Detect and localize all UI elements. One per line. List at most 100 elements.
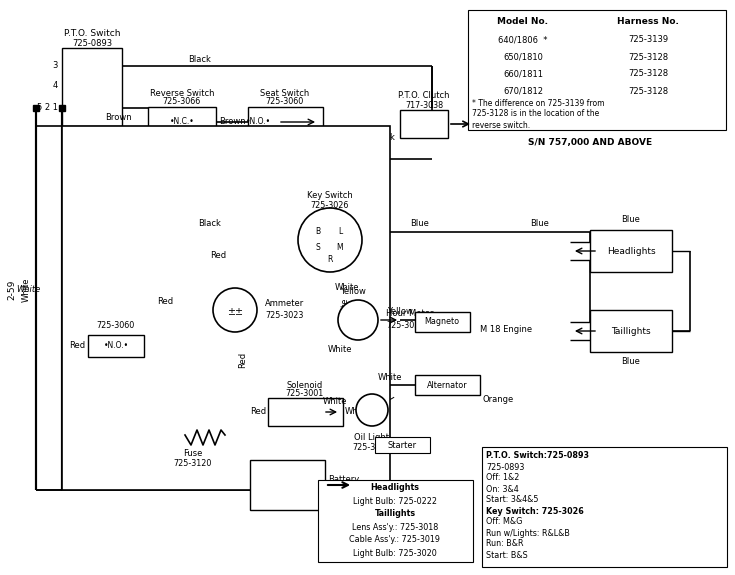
Text: 725-3134: 725-3134 xyxy=(353,443,391,453)
Text: Black: Black xyxy=(372,133,395,143)
Bar xyxy=(318,480,473,562)
Circle shape xyxy=(298,208,362,272)
Text: 640/1806  *: 640/1806 * xyxy=(498,36,548,44)
Text: P.T.O. Switch: P.T.O. Switch xyxy=(64,29,121,39)
Text: Magneto: Magneto xyxy=(424,317,459,327)
Text: Solenoid: Solenoid xyxy=(287,381,323,389)
Text: Red: Red xyxy=(238,352,248,368)
Text: 725-0894: 725-0894 xyxy=(295,182,333,190)
Text: 725-3061: 725-3061 xyxy=(328,486,366,496)
Text: White: White xyxy=(335,282,359,292)
Text: Run w/Lights: R&L&B: Run w/Lights: R&L&B xyxy=(486,528,570,538)
Text: White: White xyxy=(21,278,30,302)
Text: Blue: Blue xyxy=(411,220,429,228)
Text: Red: Red xyxy=(210,251,226,260)
Text: Start: 3&4&5: Start: 3&4&5 xyxy=(486,496,539,504)
Text: S: S xyxy=(315,243,320,252)
Text: White: White xyxy=(328,346,353,355)
Text: Red: Red xyxy=(157,297,173,306)
Text: 717-3038: 717-3038 xyxy=(405,102,443,110)
Text: 725-0893: 725-0893 xyxy=(486,462,524,471)
Circle shape xyxy=(338,300,378,340)
Bar xyxy=(62,48,122,126)
Circle shape xyxy=(356,394,388,426)
Text: Reverse Switch: Reverse Switch xyxy=(150,89,214,98)
Text: Run: B&R: Run: B&R xyxy=(486,539,523,549)
Text: Red: Red xyxy=(250,408,266,416)
Text: Red: Red xyxy=(69,342,85,351)
Bar xyxy=(468,10,726,130)
Text: White: White xyxy=(226,140,250,150)
Text: Black: Black xyxy=(189,55,212,63)
Text: 725-3023: 725-3023 xyxy=(265,310,304,320)
Bar xyxy=(415,312,470,332)
Text: White: White xyxy=(323,397,347,407)
Text: White: White xyxy=(340,298,350,322)
Circle shape xyxy=(213,288,257,332)
Text: Brown: Brown xyxy=(219,117,246,126)
Text: M: M xyxy=(337,243,343,252)
Bar xyxy=(482,447,727,567)
Text: 725-3066: 725-3066 xyxy=(163,98,201,106)
Text: 725-3128: 725-3128 xyxy=(628,70,668,79)
Text: Fuse: Fuse xyxy=(183,448,203,458)
Text: reverse switch.: reverse switch. xyxy=(472,121,530,129)
Text: M 18 Engine: M 18 Engine xyxy=(480,325,532,335)
Text: Taillights: Taillights xyxy=(374,509,415,519)
Text: 5 2 1: 5 2 1 xyxy=(37,104,58,113)
Text: 725-3060: 725-3060 xyxy=(266,98,304,106)
Text: Lens Ass'y.: 725-3018: Lens Ass'y.: 725-3018 xyxy=(352,523,438,531)
Text: Light Bulb: 725-0222: Light Bulb: 725-0222 xyxy=(353,496,437,505)
Text: 725-3128 is in the location of the: 725-3128 is in the location of the xyxy=(472,109,599,118)
Text: 3: 3 xyxy=(53,62,58,71)
Bar xyxy=(590,230,672,272)
Bar xyxy=(148,107,216,137)
Text: 725-3128: 725-3128 xyxy=(628,52,668,62)
Text: Alternator: Alternator xyxy=(427,381,467,389)
Text: 725-3058: 725-3058 xyxy=(386,320,424,329)
Text: S/N 757,000 AND ABOVE: S/N 757,000 AND ABOVE xyxy=(528,139,652,148)
Text: 725-3139: 725-3139 xyxy=(628,36,668,44)
Bar xyxy=(250,460,325,510)
Text: 650/1810: 650/1810 xyxy=(503,52,543,62)
Text: 670/1812: 670/1812 xyxy=(503,86,543,95)
Text: Battery: Battery xyxy=(328,476,359,485)
Text: Cable Ass'y.: 725-3019: Cable Ass'y.: 725-3019 xyxy=(350,535,440,545)
Text: Blue: Blue xyxy=(622,358,640,366)
Text: R: R xyxy=(327,255,333,264)
Text: Off: 1&2: Off: 1&2 xyxy=(486,473,520,482)
Text: Red: Red xyxy=(65,282,74,298)
Text: Yellow: Yellow xyxy=(387,308,413,316)
Text: Key Switch: 725-3026: Key Switch: 725-3026 xyxy=(486,507,584,516)
Text: L: L xyxy=(338,228,342,236)
Text: On: 3&4: On: 3&4 xyxy=(486,485,519,493)
Text: Light Bulb: 725-3020: Light Bulb: 725-3020 xyxy=(353,549,437,558)
Text: Headlights: Headlights xyxy=(370,484,420,493)
Text: * The difference on 725-3139 from: * The difference on 725-3139 from xyxy=(472,98,604,108)
Text: Reverse Relay: Reverse Relay xyxy=(284,171,344,181)
Text: Starter: Starter xyxy=(387,440,417,450)
Bar xyxy=(400,110,448,138)
Text: Harness No.: Harness No. xyxy=(617,17,679,25)
Text: •N.O.•: •N.O.• xyxy=(104,342,129,351)
Text: 725-3060: 725-3060 xyxy=(97,320,135,329)
Text: Black: Black xyxy=(198,220,221,228)
Bar xyxy=(590,310,672,352)
Bar xyxy=(375,437,430,453)
Text: Blue: Blue xyxy=(531,220,550,228)
Text: Taillights: Taillights xyxy=(612,327,650,335)
Bar xyxy=(248,107,323,137)
Text: Ammeter: Ammeter xyxy=(265,298,304,308)
Text: Orange: Orange xyxy=(483,396,514,404)
Text: P.T.O. Switch:725-0893: P.T.O. Switch:725-0893 xyxy=(486,451,589,461)
Text: P.T.O. Clutch: P.T.O. Clutch xyxy=(398,91,450,101)
Bar xyxy=(88,335,144,357)
Text: White: White xyxy=(345,408,370,416)
Bar xyxy=(62,126,390,490)
Text: Seat Switch: Seat Switch xyxy=(260,89,309,98)
Bar xyxy=(33,105,39,111)
Text: •N.O.•: •N.O.• xyxy=(301,155,326,163)
Text: White: White xyxy=(378,373,402,381)
Text: White: White xyxy=(16,286,40,294)
Bar xyxy=(415,375,480,395)
